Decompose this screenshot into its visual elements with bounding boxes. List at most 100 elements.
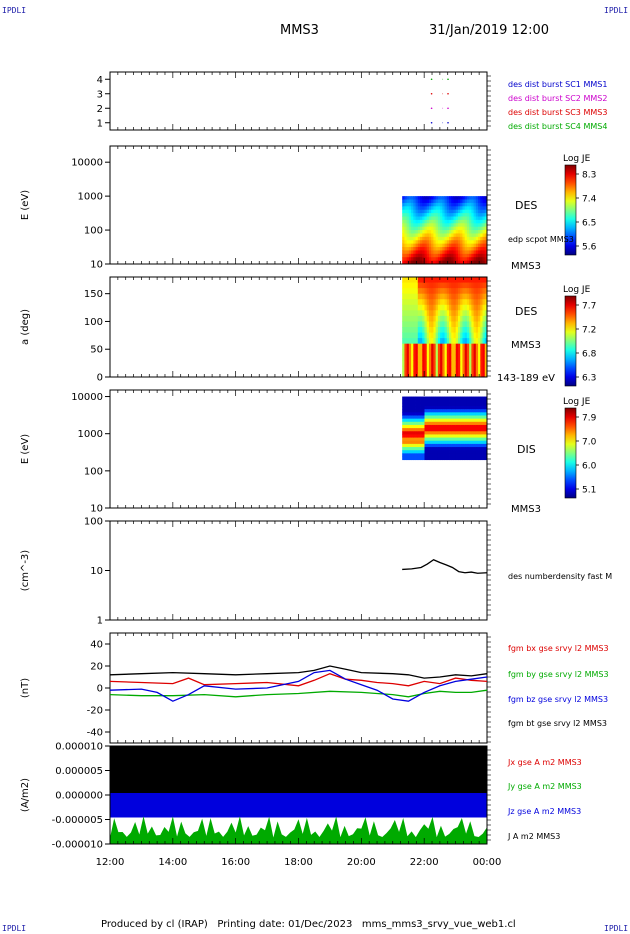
spectrogram-cell [462,304,466,311]
spectrogram-cell [455,196,459,200]
spectrogram-cell [462,202,466,207]
spectrogram-cell [478,343,481,350]
spectrogram-cell [422,428,425,432]
spectrogram-cell [420,406,423,410]
spectrogram-cell [404,202,408,207]
spectrogram-cell [402,418,405,423]
spectrogram-cell [413,453,416,457]
spectrogram-cell [428,409,432,413]
spectrogram-cell [413,213,416,217]
spectrogram-cell [444,360,448,367]
spectrogram-cell [402,338,405,345]
spectrogram-cell [422,434,425,438]
spectrogram-cell [411,421,414,426]
spectrogram-cell [451,343,454,350]
spectrogram-cell [473,415,477,420]
spectrogram-cell [417,365,421,372]
spectrogram-cell [408,260,412,265]
spectrogram-cell [453,406,457,410]
spectrogram-cell [462,402,466,407]
spectrogram-cell [428,260,432,265]
spectrogram-cell [435,293,439,300]
spectrogram-cell [466,443,470,448]
spectrogram-cell [473,315,477,322]
spectrogram-cell [408,310,412,317]
spectrogram-cell [428,338,432,345]
spectrogram-cell [480,202,483,207]
spectrogram-cell [484,440,488,445]
spectrogram-cell [482,360,486,367]
spectrogram-cell [433,349,437,356]
spectrogram-cell [451,196,454,200]
spectrogram-cell [464,332,468,339]
y-tick-label: 1 [97,118,103,129]
spectrogram-cell [482,299,486,306]
spectrogram-cell [415,443,419,448]
spectrogram-cell [464,349,468,356]
spectrogram-cell [462,412,466,416]
spectrogram-cell [444,304,448,311]
spectrogram-cell [444,282,448,289]
spectrogram-cell [437,354,441,361]
footer-filename: mms_mms3_srvy_vue_web1.cl [361,919,516,930]
spectrogram-cell [433,428,437,432]
spectrogram-cell [460,443,463,448]
spectrogram-cell [466,247,470,251]
spectrogram-cell [404,406,408,410]
spectrogram-cell [424,310,428,317]
spectrogram-cell [482,447,486,451]
spectrogram-cell [406,315,410,322]
spectrogram-cell [449,332,452,339]
spectrogram-cell [415,456,419,461]
y-tick-label: 1 [97,616,103,627]
spectrogram-cell [435,343,439,350]
spectrogram-cell [469,243,472,248]
spectrogram-cell [460,412,463,416]
spectrogram-cell [433,440,437,445]
spectrogram-cell [422,209,425,214]
spectrogram-cell [417,202,421,207]
spectrogram-cell [428,421,432,426]
spectrogram-cell [464,209,468,214]
spectrogram-cell [424,321,428,328]
spectrogram-cell [480,421,483,426]
spectrogram-cell [413,299,416,306]
spectrogram-cell [460,354,463,361]
spectrogram-cell [411,257,414,262]
spectrogram-cell [449,431,452,435]
spectrogram-cell [433,240,437,245]
spectrogram-cell [440,399,443,404]
spectrogram-cell [431,288,434,295]
spectrogram-cell [482,396,486,401]
spectrogram-cell [424,365,428,372]
spectrogram-cell [473,257,477,262]
spectrogram-cell [433,338,437,345]
spectrogram-cell [466,434,470,438]
spectrogram-cell [435,202,439,207]
spectrogram-cell [417,199,421,204]
spectrogram-cell [446,421,450,426]
spectrogram-cell [449,434,452,438]
spectrogram-cell [411,315,414,322]
spectrogram-cell [444,199,448,204]
spectrogram-cell [402,437,405,442]
spectrogram-cell [406,196,410,200]
spectrogram-cell [466,216,470,221]
spectrogram-cell [440,202,443,207]
spectrogram-cell [478,338,481,345]
spectrogram-cell [475,196,479,200]
spectrogram-cell [446,206,450,211]
spectrogram-cell [437,233,441,238]
spectrogram-cell [444,349,448,356]
spectrogram-cell [460,349,463,356]
spectrogram-cell [469,196,472,200]
spectrogram-cell [417,236,421,241]
spectrogram-cell [482,257,486,262]
spectrogram-cell [464,437,468,442]
spectrogram-cell [449,354,452,361]
spectrogram-cell [469,236,472,241]
spectrogram-cell [420,233,423,238]
spectrogram-cell [406,409,410,413]
spectrogram-cell [451,365,454,372]
spectrogram-cell [442,304,445,311]
